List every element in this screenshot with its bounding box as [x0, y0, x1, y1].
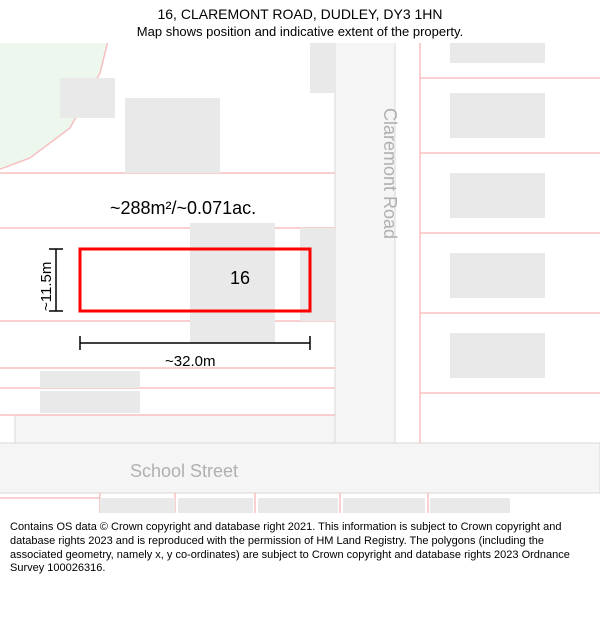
- page-subtitle: Map shows position and indicative extent…: [10, 24, 590, 39]
- width-dimension-label: ~32.0m: [165, 353, 215, 370]
- page-title: 16, CLAREMONT ROAD, DUDLEY, DY3 1HN: [10, 6, 590, 22]
- footer-attribution: Contains OS data © Crown copyright and d…: [0, 513, 600, 584]
- map-area: ~288m²/~0.071ac. 16 ~32.0m ~11.5m Clarem…: [0, 43, 600, 513]
- street-label-horizontal: School Street: [130, 461, 238, 482]
- area-label: ~288m²/~0.071ac.: [110, 198, 256, 219]
- height-dimension-label: ~11.5m: [38, 262, 55, 311]
- plot-number: 16: [230, 268, 250, 289]
- street-label-vertical: Claremont Road: [379, 108, 400, 239]
- header: 16, CLAREMONT ROAD, DUDLEY, DY3 1HN Map …: [0, 0, 600, 43]
- map-svg: [0, 43, 600, 513]
